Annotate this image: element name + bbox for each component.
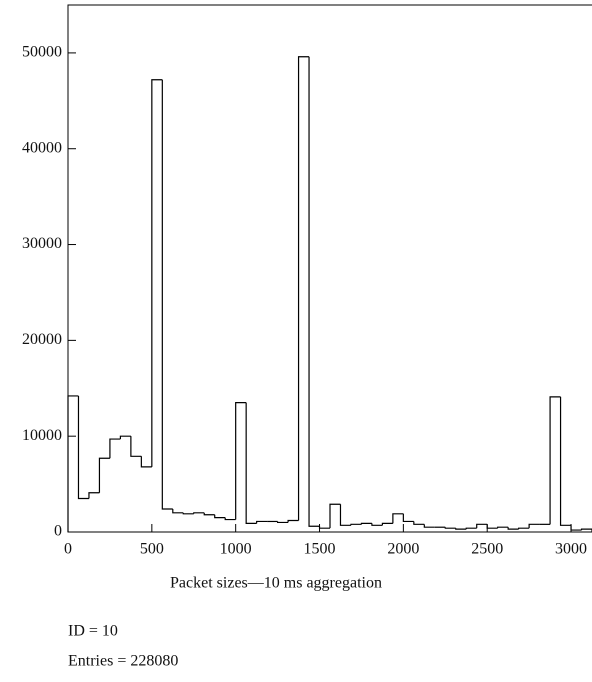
histogram-bar (151, 79, 163, 467)
x-tick-label: 0 (64, 541, 72, 558)
x-tick-label: 2000 (387, 541, 419, 558)
histogram-bar (339, 504, 351, 526)
histogram-bar (465, 527, 477, 530)
histogram-bar (119, 435, 131, 440)
histogram-bar (486, 524, 498, 529)
histogram-bar (413, 521, 425, 525)
histogram-bar (277, 521, 289, 524)
histogram-bar (423, 524, 435, 528)
histogram-bar (497, 526, 509, 529)
y-tick-label: 10000 (22, 427, 62, 444)
histogram-bar (224, 517, 236, 521)
histogram-bar (161, 79, 173, 510)
y-tick-label: 0 (54, 523, 62, 540)
y-tick-label: 50000 (22, 44, 62, 61)
histogram-bar (308, 56, 320, 527)
histogram-bar (570, 525, 582, 531)
histogram-bar (182, 512, 194, 515)
histogram-bar (360, 522, 372, 525)
x-axis-label: Packet sizes—10 ms aggregation (170, 575, 382, 592)
histogram-bar (297, 56, 310, 521)
y-tick-label: 30000 (22, 235, 62, 252)
histogram-bar (245, 402, 257, 524)
x-tick-label: 1000 (220, 541, 252, 558)
histogram-bar (140, 456, 152, 468)
histogram-bar (109, 438, 121, 459)
x-tick-label: 1500 (304, 541, 336, 558)
histogram-bar (476, 523, 488, 529)
histogram-bar (235, 402, 247, 520)
histogram-bar (67, 395, 79, 532)
stats-entries: Entries = 228080 (68, 653, 178, 670)
histogram-bar (381, 522, 393, 526)
histogram-bar (77, 395, 89, 500)
histogram-bar (350, 523, 362, 526)
histogram-bar (371, 523, 383, 526)
histogram-bar (518, 527, 530, 530)
histogram-bar (130, 436, 142, 457)
axis-frame (67, 4, 592, 533)
histogram-bar (329, 503, 341, 529)
histogram-bar (549, 396, 561, 525)
histogram-bar (528, 523, 540, 529)
x-tick-label: 500 (140, 541, 164, 558)
histogram-bar (392, 513, 404, 524)
histogram-bar (256, 520, 268, 524)
histogram-bar (203, 512, 215, 516)
histogram-bar (455, 528, 467, 530)
x-tick-label: 2500 (471, 541, 503, 558)
histogram-bar (88, 492, 100, 499)
histogram-bar (580, 528, 592, 532)
histogram-bar (559, 396, 572, 526)
histogram-bar (287, 519, 299, 523)
histogram-bar (98, 457, 110, 493)
histogram-bar (402, 513, 414, 523)
histogram-bar (444, 527, 456, 529)
stats-id: ID = 10 (68, 623, 118, 640)
histogram-bar (193, 512, 205, 514)
histogram-bar (214, 514, 226, 519)
histogram-bar (507, 527, 519, 530)
histogram-bar (172, 509, 184, 514)
y-tick-label: 20000 (22, 331, 62, 348)
histogram-bar (318, 526, 330, 529)
x-tick-label: 3000 (555, 541, 587, 558)
y-tick-label: 40000 (22, 139, 62, 156)
